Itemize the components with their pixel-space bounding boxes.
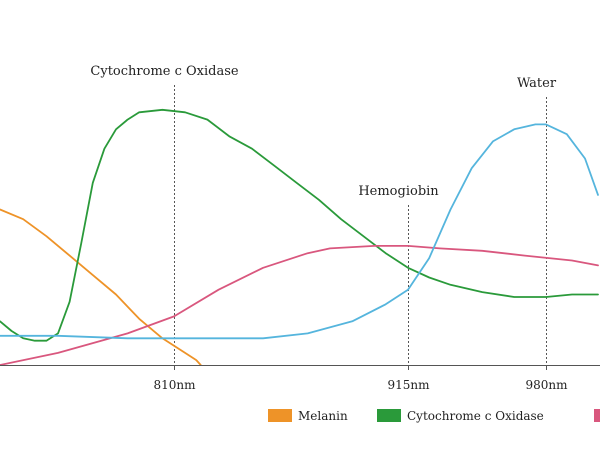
series-lines [0,108,599,366]
annotation-label: Water [517,76,557,91]
legend-swatch [377,409,401,422]
series-line-water [0,123,599,340]
annotation-lines [174,85,547,365]
legend-item: Cytochrome c Oxidase [377,409,544,423]
series-line-hemogiobin [0,244,599,366]
annotation-label: Cytochrome c Oxidase [90,64,238,79]
x-tick-label: 915nm [387,378,430,392]
legend-label: Cytochrome c Oxidase [407,409,544,423]
annotation-label: Hemogiobin [358,184,439,199]
tick-labels: 810nm 915nm 980nm [153,378,568,392]
tick-marks [174,365,547,370]
legend-label: Melanin [298,409,348,423]
series-line-cytochrome-c-oxidase [0,108,599,342]
legend-item: Melanin [268,409,348,423]
x-tick-label: 980nm [525,378,568,392]
annotation-labels: Cytochrome c Oxidase Hemogiobin Water [90,64,556,199]
legend-swatch [268,409,292,422]
legend-item [594,409,600,422]
series-line-melanin [0,208,202,366]
legend: Melanin Cytochrome c Oxidase [268,409,600,423]
legend-swatch [594,409,600,422]
x-tick-label: 810nm [153,378,196,392]
